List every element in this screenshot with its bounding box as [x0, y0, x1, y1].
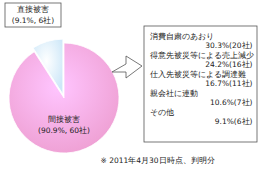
svg-text:(90.9%, 60社): (90.9%, 60社) — [38, 126, 90, 135]
svg-text:直接被害: 直接被害 — [17, 5, 49, 14]
svg-text:※ 2011年4月30日時点、判明分: ※ 2011年4月30日時点、判明分 — [101, 156, 215, 165]
svg-text:24.2%(16社)24.2: 24.2%(16社)24.2 — [205, 60, 252, 69]
svg-text:(9.1%, 6社): (9.1%, 6社) — [12, 16, 55, 25]
svg-text:16.7%(11社)16.7: 16.7%(11社)16.7 — [205, 79, 252, 88]
svg-text:間接被害: 間接被害 — [48, 115, 80, 124]
svg-text:その他9.1: その他9.1 — [150, 108, 174, 117]
svg-text:30.3%(20社)30.3: 30.3%(20社)30.3 — [205, 41, 252, 50]
svg-text:仕入先被災等による調達難16.7: 仕入先被災等による調達難16.7 — [150, 70, 246, 79]
svg-text:9.1%(6社)9.1: 9.1%(6社)9.1 — [215, 117, 253, 126]
svg-text:10.6%(7社)10.6: 10.6%(7社)10.6 — [210, 98, 253, 107]
svg-text:消費自粛のあおり30.3: 消費自粛のあおり30.3 — [150, 32, 214, 41]
svg-text:親会社に連動10.6: 親会社に連動10.6 — [150, 89, 198, 98]
svg-text:得意先被災等による売上減少24.2: 得意先被災等による売上減少24.2 — [150, 51, 254, 60]
